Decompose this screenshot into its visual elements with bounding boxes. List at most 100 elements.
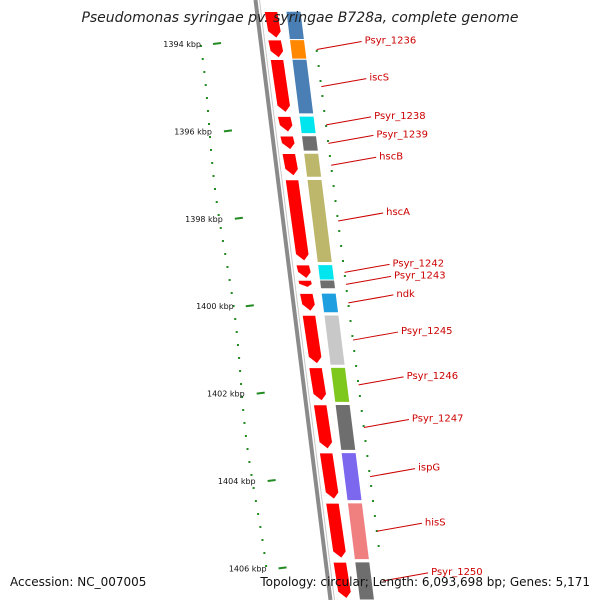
right-dot xyxy=(345,290,348,292)
gc-dot xyxy=(246,448,249,450)
tick-mark xyxy=(278,566,287,570)
cds-arrow xyxy=(312,403,334,451)
cds-track xyxy=(263,10,353,600)
gene-label: Psyr_1246 xyxy=(407,371,459,382)
tick-label: 1406 kbp xyxy=(229,564,267,573)
gc-dot xyxy=(212,175,215,177)
right-dot xyxy=(357,380,359,382)
cds-arrow xyxy=(294,263,313,281)
right-dot xyxy=(349,320,352,322)
gc-dot xyxy=(204,84,207,86)
backbone-line xyxy=(253,0,333,600)
feature-box xyxy=(346,502,371,561)
gc-dot xyxy=(208,123,211,125)
right-dot xyxy=(366,455,369,457)
label-leader xyxy=(344,263,390,273)
cds-arrow xyxy=(300,314,323,366)
feature-box xyxy=(318,279,337,290)
cds-arrow xyxy=(296,279,314,289)
genome-summary: Topology: circular; Length: 6,093,698 bp… xyxy=(260,575,590,589)
feature-box xyxy=(298,115,317,135)
right-dot xyxy=(319,80,322,82)
gc-dot xyxy=(205,97,208,99)
gc-dot xyxy=(257,513,260,515)
gc-dot xyxy=(203,71,206,73)
label-leader xyxy=(363,418,410,428)
right-dot xyxy=(355,365,358,367)
tick-mark xyxy=(267,479,276,482)
feature-box xyxy=(288,39,308,60)
right-dot xyxy=(364,440,367,442)
label-leader xyxy=(331,156,377,166)
gene-label: Psyr_1250 xyxy=(431,567,483,578)
label-leader xyxy=(316,40,362,50)
tick-label: 1404 kbp xyxy=(218,477,256,486)
feature-box xyxy=(323,314,346,366)
gc-dot xyxy=(211,162,214,164)
cds-arrow xyxy=(269,58,292,114)
tick-label: 1402 kbp xyxy=(207,390,245,399)
gc-dot xyxy=(248,461,251,463)
feature-box xyxy=(306,178,333,263)
gene-label: Psyr_1242 xyxy=(393,258,445,269)
feature-box xyxy=(303,152,323,178)
right-dot xyxy=(334,200,337,202)
gc-dot xyxy=(250,474,253,476)
tick-mark xyxy=(245,304,254,308)
gene-label: ispG xyxy=(418,463,440,474)
gc-dot xyxy=(207,110,210,112)
right-dot xyxy=(330,170,333,172)
gc-dot xyxy=(235,331,238,333)
tick-label: 1396 kbp xyxy=(174,127,212,136)
gc-dot xyxy=(239,370,242,372)
right-dot xyxy=(321,95,324,97)
feature-box xyxy=(329,366,351,403)
right-dot xyxy=(325,125,328,127)
cds-arrow xyxy=(276,115,295,134)
right-dot xyxy=(370,485,373,487)
feature-box xyxy=(354,561,376,600)
right-dot xyxy=(323,110,326,112)
gc-dot xyxy=(208,136,211,138)
label-leader xyxy=(338,212,384,222)
feature-box xyxy=(317,264,336,281)
gene-label: hscA xyxy=(386,207,410,218)
right-dot xyxy=(343,275,346,277)
gc-dot xyxy=(242,409,245,411)
gene-label: Psyr_1247 xyxy=(412,413,464,424)
gene-labels: Psyr_1236 iscS Psyr_1238 Psyr_1239 hscB hscA P… xyxy=(316,35,483,582)
cds-arrow xyxy=(280,152,300,178)
cds-arrow xyxy=(331,561,353,600)
label-leader xyxy=(358,376,404,386)
label-leader xyxy=(352,331,399,341)
gene-label: ndk xyxy=(396,289,415,300)
gc-dot xyxy=(259,526,262,528)
gc-dot xyxy=(224,253,227,255)
gc-dot xyxy=(241,396,244,398)
right-dot xyxy=(373,515,376,517)
gc-dot xyxy=(219,227,222,229)
right-dot xyxy=(336,215,339,217)
tick-mark xyxy=(223,129,233,133)
gc-dot xyxy=(265,565,268,567)
label-leader xyxy=(326,116,372,126)
right-dot xyxy=(338,230,341,232)
cds-arrow xyxy=(263,10,283,40)
cds-arrow xyxy=(284,178,311,263)
feature-track xyxy=(285,10,376,600)
gc-dot xyxy=(254,500,257,502)
right-dot xyxy=(347,305,350,307)
feature-box xyxy=(334,404,357,451)
gc-dot xyxy=(214,188,217,190)
label-leader xyxy=(345,275,392,285)
gc-dot xyxy=(201,58,204,60)
label-leader xyxy=(376,522,422,532)
gc-dot xyxy=(221,240,224,242)
tick-label: 1398 kbp xyxy=(185,215,223,224)
feature-box xyxy=(340,452,363,502)
backbone-edge xyxy=(259,0,335,600)
right-dot xyxy=(353,350,356,352)
label-leader xyxy=(369,468,416,478)
right-dot xyxy=(340,245,343,247)
right-dot xyxy=(317,65,320,67)
